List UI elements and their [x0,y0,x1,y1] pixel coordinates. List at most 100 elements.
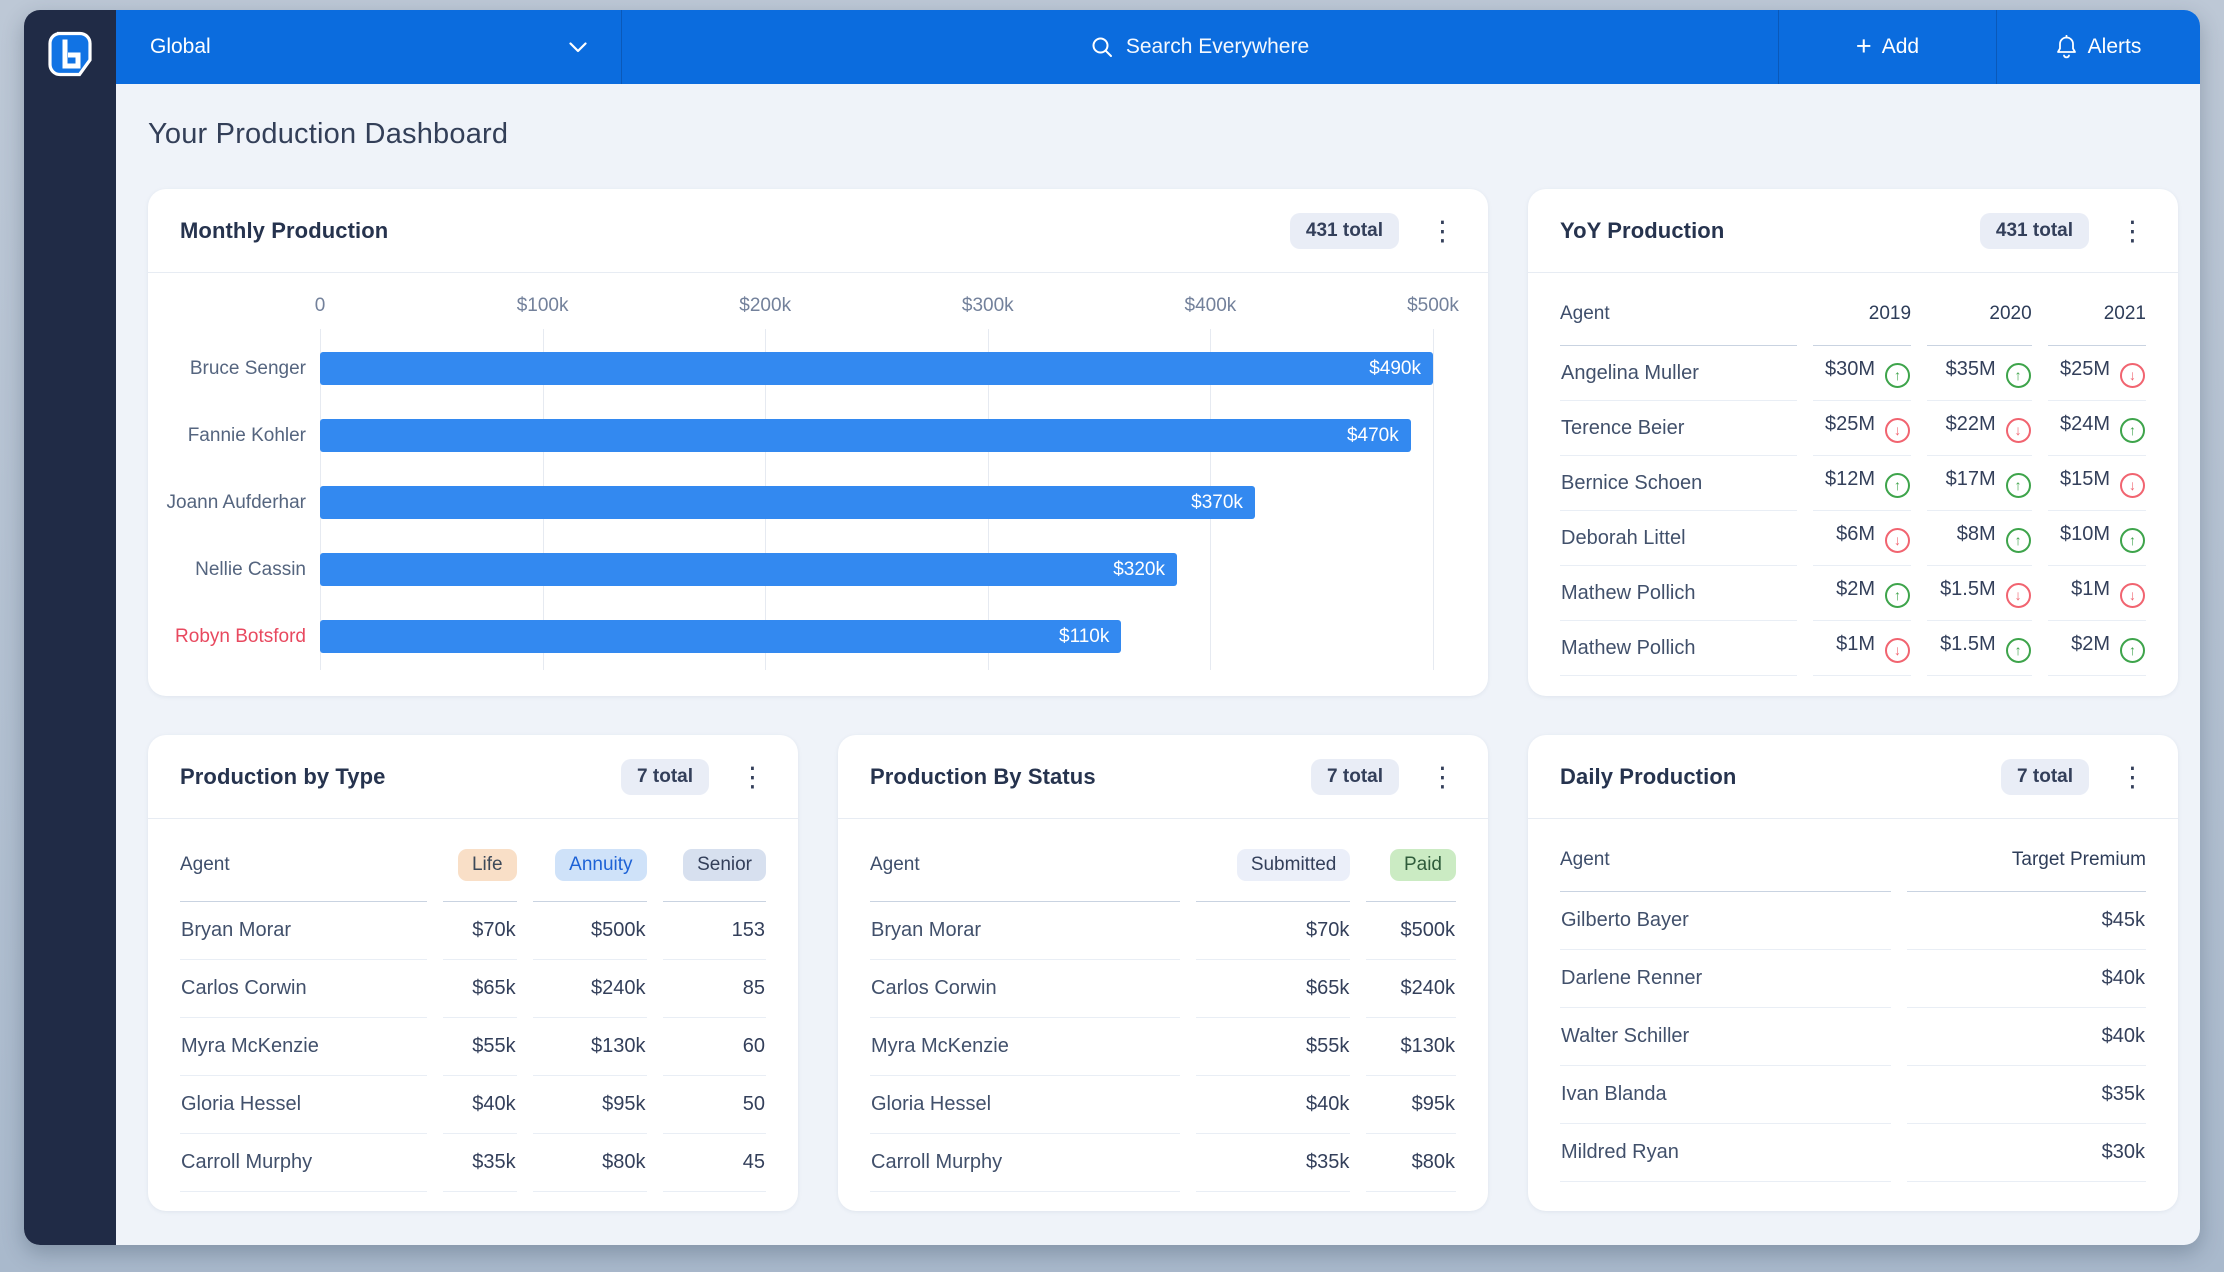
kebab-menu-icon[interactable]: ⋮ [1429,221,1456,241]
agent-name: Terence Beier [1560,401,1797,456]
kebab-menu-icon[interactable]: ⋮ [2119,221,2146,241]
card-header: YoY Production 431 total ⋮ [1528,189,2178,273]
chart-bar-row: $110k [320,603,1433,670]
value-cell: $35k [1196,1134,1350,1192]
year-column-header: 2021 [2048,273,2146,346]
value-cell: $65k [1196,960,1350,1018]
kebab-menu-icon[interactable]: ⋮ [1429,767,1456,787]
year-column-header: 2020 [1927,273,2032,346]
table-row[interactable]: Bryan Morar$70k$500k153 [180,902,766,960]
card-header: Daily Production 7 total ⋮ [1528,735,2178,819]
trend-down-icon: ↓ [2120,473,2145,498]
daily-production-card: Daily Production 7 total ⋮ AgentTarget P… [1528,735,2178,1211]
table-row[interactable]: Bryan Morar$70k$500k [870,902,1456,960]
badge-column-header: Submitted [1196,819,1350,902]
table-row[interactable]: Walter Schiller$40k [1560,1008,2146,1066]
value-cell: $40k [443,1076,516,1134]
trend-up-icon: ↑ [2006,473,2031,498]
agent-name: Mildred Ryan [1560,1124,1891,1182]
app-logo[interactable] [46,30,94,78]
total-count-badge: 431 total [1290,213,1399,249]
trend-down-icon: ↓ [1885,418,1910,443]
bar-value-label: $320k [1113,559,1165,581]
bar[interactable]: $470k [320,419,1411,452]
chart-bar-row: $470k [320,402,1433,469]
table-row[interactable]: Carlos Corwin$65k$240k85 [180,960,766,1018]
table-row[interactable]: Bernice Schoen$12M↑$17M↑$15M↓ [1560,456,2146,511]
add-button[interactable]: + Add [1778,10,1996,84]
kebab-menu-icon[interactable]: ⋮ [739,767,766,787]
table-row[interactable]: Terence Beier$25M↓$22M↓$24M↑ [1560,401,2146,456]
table-row[interactable]: Myra McKenzie$55k$130k [870,1018,1456,1076]
trend-down-icon: ↓ [2006,583,2031,608]
bar[interactable]: $320k [320,553,1177,586]
bar[interactable]: $110k [320,620,1121,653]
table-row[interactable]: Gloria Hessel$40k$95k [870,1076,1456,1134]
value-cell: $130k [533,1018,647,1076]
year-value-cell: $8M↑ [1927,511,2032,566]
global-search[interactable]: Search Everywhere [622,10,1778,84]
amount-value: $1.5M [1940,578,1996,600]
value-cell: $35k [443,1134,516,1192]
value-cell: $55k [1196,1018,1350,1076]
table-row[interactable]: Mildred Ryan$30k [1560,1124,2146,1182]
amount-value: $2M [2071,633,2110,655]
logo-icon [46,30,94,78]
year-value-cell: $2M ↑ [2048,621,2146,676]
search-placeholder-text: Search Everywhere [1126,35,1309,59]
agent-name: Walter Schiller [1560,1008,1891,1066]
chart-bar-row: $320k [320,536,1433,603]
table-row[interactable]: Darlene Renner$40k [1560,950,2146,1008]
table-row[interactable]: Angelina Muller$30M↑$35M↑$25M↓ [1560,346,2146,401]
table-row[interactable]: Mathew Pollich $1M↓ $1.5M ↑$2M ↑ [1560,621,2146,676]
chart-category-label: Bruce Senger [180,335,320,402]
bar[interactable]: $370k [320,486,1255,519]
value-cell: 50 [663,1076,766,1134]
agent-column-header: Agent [1560,273,1797,346]
value-cell: $95k [1366,1076,1456,1134]
global-scope-dropdown[interactable]: Global [116,10,622,84]
daily-production-table: AgentTarget PremiumGilberto Bayer$45kDar… [1544,819,2162,1182]
chart-bar-row: $370k [320,469,1433,536]
trend-down-icon: ↓ [2006,418,2031,443]
bar[interactable]: $490k [320,352,1433,385]
table-row[interactable]: Carroll Murphy$35k$80k [870,1134,1456,1192]
year-value-cell: $22M↓ [1927,401,2032,456]
table-row[interactable]: Mathew Pollich$2M↑$1.5M↓$1M↓ [1560,566,2146,621]
agent-name: Carlos Corwin [870,960,1180,1018]
agent-name: Deborah Littel [1560,511,1797,566]
year-value-cell: $6M↓ [1813,511,1911,566]
alerts-button-label: Alerts [2088,35,2142,59]
table-row[interactable]: Carlos Corwin $65k $240k [870,960,1456,1018]
table-row[interactable]: Gloria Hessel$40k$95k50 [180,1076,766,1134]
trend-up-icon: ↑ [2120,638,2145,663]
agent-name: Mathew Pollich [1560,621,1797,676]
global-scope-label: Global [150,35,211,59]
axis-tick-label: $200k [739,295,791,317]
year-value-cell: $35M↑ [1927,346,2032,401]
table-row[interactable]: Deborah Littel$6M↓$8M↑$10M↑ [1560,511,2146,566]
alerts-button[interactable]: Alerts [1996,10,2200,84]
trend-up-icon: ↑ [2120,528,2145,553]
table-row[interactable]: Myra McKenzie$55k$130k60 [180,1018,766,1076]
table-row[interactable]: Carroll Murphy$35k$80k45 [180,1134,766,1192]
amount-value: $30M [1825,358,1875,380]
trend-up-icon: ↑ [1885,363,1910,388]
total-count-badge: 7 total [1311,759,1399,795]
chart-category-label: Nellie Cassin [180,536,320,603]
submitted-badge: Submitted [1237,849,1351,881]
axis-tick-label: $400k [1185,295,1237,317]
table-row[interactable]: Gilberto Bayer$45k [1560,892,2146,950]
table-row[interactable]: Ivan Blanda$35k [1560,1066,2146,1124]
kebab-menu-icon[interactable]: ⋮ [2119,767,2146,787]
value-cell: $240k [1366,960,1456,1018]
production-by-status-card: Production By Status 7 total ⋮ AgentSubm… [838,735,1488,1211]
trend-down-icon: ↓ [1885,638,1910,663]
yoy-production-table: Agent201920202021Angelina Muller$30M↑$35… [1544,273,2162,676]
year-value-cell: $25M↓ [1813,401,1911,456]
year-value-cell: $30M ↑ [1813,346,1911,401]
year-value-cell: $1M↓ [1813,621,1911,676]
bell-icon [2056,35,2077,59]
agent-name: Myra McKenzie [180,1018,427,1076]
amount-value: $1.5M [1940,633,1996,655]
